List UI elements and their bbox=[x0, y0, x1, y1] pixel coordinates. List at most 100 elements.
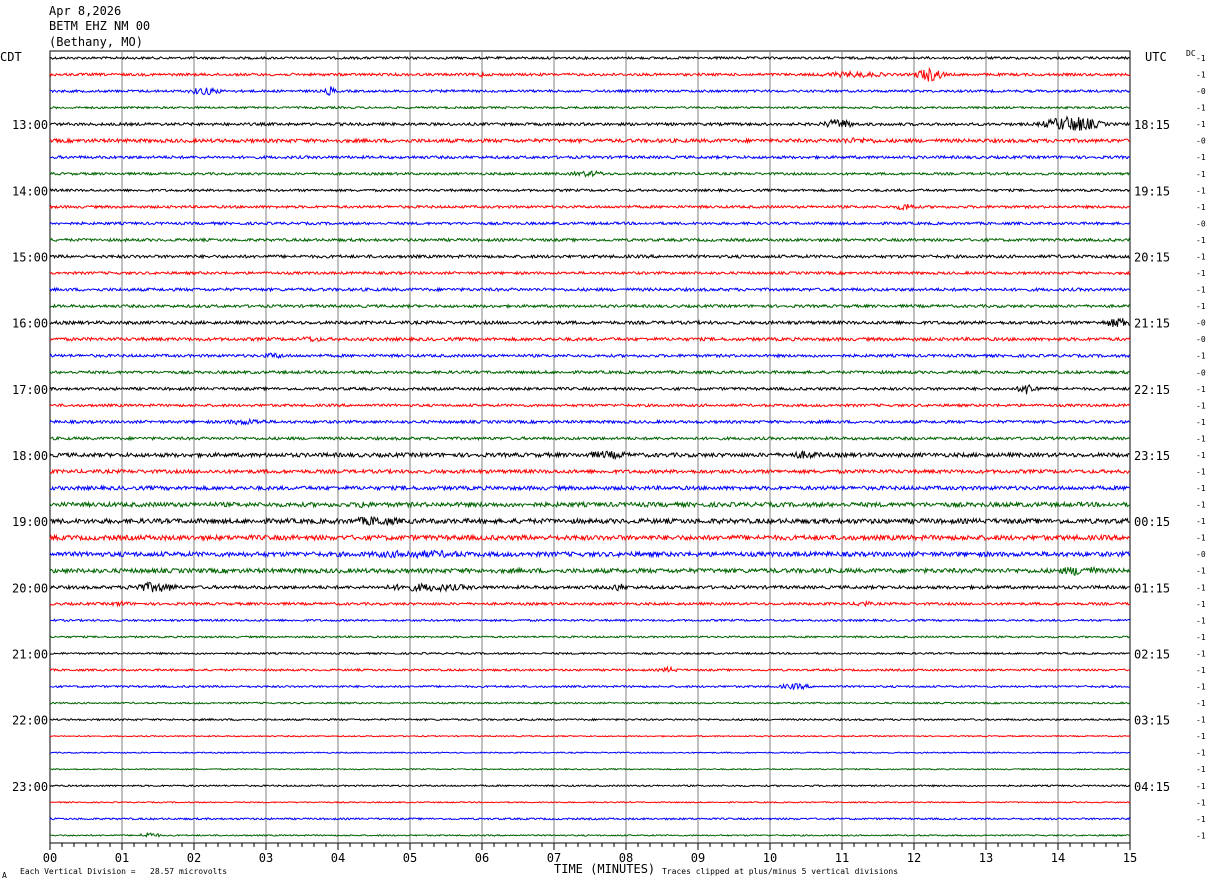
dc-offset-label: -1 bbox=[1196, 517, 1206, 526]
seismic-trace bbox=[49, 533, 1131, 542]
x-tick-label: 11 bbox=[835, 851, 849, 865]
seismic-trace bbox=[49, 717, 1131, 722]
seismic-trace bbox=[49, 286, 1131, 293]
seismic-trace bbox=[49, 270, 1131, 276]
x-tick-label: 09 bbox=[691, 851, 705, 865]
x-tick-label: 14 bbox=[1051, 851, 1065, 865]
left-time-label: 15:00 bbox=[12, 250, 48, 264]
header-station: BETM EHZ NM 00 bbox=[49, 19, 151, 33]
seismic-trace bbox=[49, 500, 1131, 509]
dc-offset-label: -1 bbox=[1196, 120, 1206, 129]
seismic-trace bbox=[49, 187, 1131, 193]
left-time-label: 21:00 bbox=[12, 647, 48, 661]
seismic-trace bbox=[49, 831, 1131, 838]
seismic-trace bbox=[49, 154, 1131, 161]
dc-offset-label: -1 bbox=[1196, 782, 1206, 791]
dc-offset-label: -0 bbox=[1196, 137, 1206, 146]
dc-offset-label: -1 bbox=[1196, 633, 1206, 642]
dc-offset-label: -1 bbox=[1196, 583, 1206, 592]
dc-offset-label: -0 bbox=[1196, 335, 1206, 344]
seismic-trace bbox=[49, 115, 1131, 131]
left-time-label: 14:00 bbox=[12, 184, 48, 198]
seismic-trace bbox=[49, 682, 1131, 691]
seismic-trace bbox=[49, 220, 1131, 227]
seismic-trace bbox=[49, 203, 1131, 211]
seismic-trace bbox=[49, 784, 1131, 788]
seismic-trace bbox=[49, 599, 1131, 608]
seismic-trace bbox=[49, 515, 1131, 526]
dc-offset-label: -1 bbox=[1196, 468, 1206, 477]
right-zone-label: UTC bbox=[1145, 50, 1167, 64]
seismic-trace bbox=[49, 635, 1131, 639]
dc-offset-label: -1 bbox=[1196, 54, 1206, 63]
right-time-label: 04:15 bbox=[1134, 780, 1170, 794]
dc-offset-label: -1 bbox=[1196, 616, 1206, 625]
dc-offset-label: -1 bbox=[1196, 302, 1206, 311]
right-time-label: 23:15 bbox=[1134, 449, 1170, 463]
dc-offset-label: -1 bbox=[1196, 749, 1206, 758]
dc-offset-label: -0 bbox=[1196, 550, 1206, 559]
x-tick-label: 00 bbox=[43, 851, 57, 865]
dc-offset-label: -1 bbox=[1196, 699, 1206, 708]
dc-label: DC bbox=[1186, 49, 1196, 58]
seismic-trace bbox=[49, 86, 1131, 96]
x-tick-label: 02 bbox=[187, 851, 201, 865]
dc-offset-label: -1 bbox=[1196, 352, 1206, 361]
seismic-trace bbox=[49, 137, 1131, 145]
dc-offset-label: -1 bbox=[1196, 451, 1206, 460]
plot-frame bbox=[49, 50, 1131, 844]
x-tick-label: 06 bbox=[475, 851, 489, 865]
seismic-trace bbox=[49, 816, 1131, 821]
dc-offset-label: -1 bbox=[1196, 765, 1206, 774]
seismic-trace bbox=[49, 467, 1131, 476]
seismic-trace bbox=[49, 767, 1131, 771]
seismic-trace bbox=[49, 417, 1131, 426]
dc-offset-label: -1 bbox=[1196, 484, 1206, 493]
seismic-trace bbox=[49, 751, 1131, 755]
right-time-label: 00:15 bbox=[1134, 515, 1170, 529]
seismic-trace bbox=[49, 237, 1131, 243]
dc-offset-label: -1 bbox=[1196, 534, 1206, 543]
dc-offset-label: -1 bbox=[1196, 153, 1206, 162]
dc-offset-label: -1 bbox=[1196, 815, 1206, 824]
seismic-trace bbox=[49, 549, 1131, 560]
dc-offset-label: -1 bbox=[1196, 567, 1206, 576]
dc-offset-label: -1 bbox=[1196, 186, 1206, 195]
left-time-label: 18:00 bbox=[12, 449, 48, 463]
seismic-trace bbox=[49, 449, 1130, 461]
corner-mark: A bbox=[2, 871, 7, 880]
dc-offset-label: -1 bbox=[1196, 666, 1206, 675]
dc-offset-label: -1 bbox=[1196, 252, 1206, 261]
dc-offset-label: -1 bbox=[1196, 798, 1206, 807]
dc-offset-label: -1 bbox=[1196, 434, 1206, 443]
seismic-trace bbox=[49, 580, 1131, 593]
seismic-trace bbox=[49, 618, 1131, 623]
dc-offset-label: -1 bbox=[1196, 269, 1206, 278]
vertical-division-note: Each Vertical Division = 28.57 microvolt… bbox=[20, 867, 228, 876]
x-tick-label: 12 bbox=[907, 851, 921, 865]
left-time-label: 17:00 bbox=[12, 383, 48, 397]
clip-note: Traces clipped at plus/minus 5 vertical … bbox=[662, 867, 899, 876]
x-tick-label: 13 bbox=[979, 851, 993, 865]
right-time-label: 22:15 bbox=[1134, 383, 1170, 397]
seismic-trace bbox=[49, 170, 1131, 178]
dc-offset-label: -0 bbox=[1196, 368, 1206, 377]
right-time-label: 03:15 bbox=[1134, 714, 1170, 728]
x-tick-label: 01 bbox=[115, 851, 129, 865]
dc-offset-label: -1 bbox=[1196, 683, 1206, 692]
dc-offset-label: -1 bbox=[1196, 286, 1206, 295]
seismic-trace bbox=[49, 701, 1131, 705]
dc-offset-label: -1 bbox=[1196, 418, 1206, 427]
seismic-trace bbox=[49, 369, 1131, 376]
seismic-trace bbox=[49, 484, 1131, 492]
seismic-trace bbox=[49, 352, 1131, 360]
seismic-trace bbox=[49, 105, 1131, 110]
seismic-trace bbox=[49, 565, 1131, 576]
header-location: (Bethany, MO) bbox=[49, 35, 143, 49]
dc-offset-label: -1 bbox=[1196, 501, 1206, 510]
x-tick-label: 05 bbox=[403, 851, 417, 865]
seismic-trace bbox=[49, 383, 1131, 395]
seismic-trace bbox=[49, 253, 1131, 260]
right-time-label: 02:15 bbox=[1134, 647, 1170, 661]
seismic-trace bbox=[49, 800, 1131, 804]
